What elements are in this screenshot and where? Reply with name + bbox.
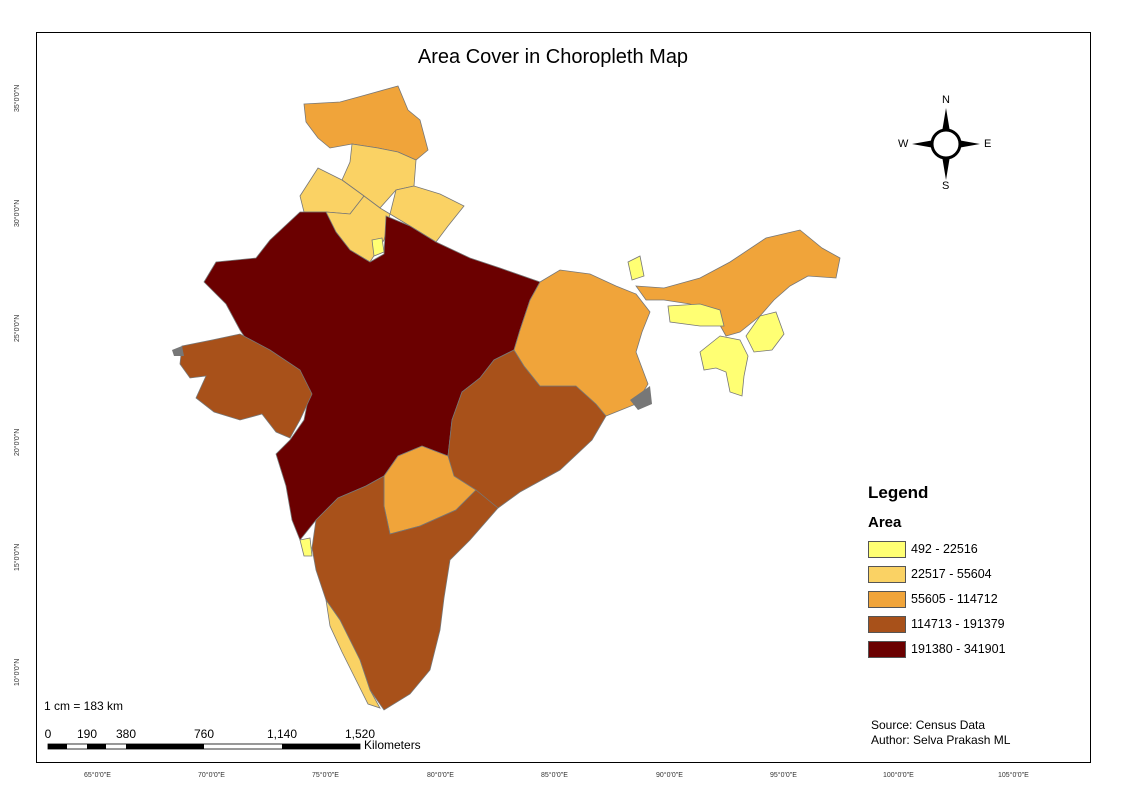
map-title: Area Cover in Choropleth Map xyxy=(417,46,689,68)
scale-label: 380 xyxy=(115,727,137,741)
lon-label: 100°0'0"E xyxy=(883,772,914,779)
legend-item: 191380 - 341901 xyxy=(868,640,1006,658)
legend-swatch xyxy=(868,540,906,558)
legend-title: Legend xyxy=(868,483,929,502)
scale-unit: Kilometers xyxy=(364,738,421,752)
scale-label: 760 xyxy=(193,727,215,741)
region-manipur xyxy=(745,311,785,353)
author-text: Author: Selva Prakash ML xyxy=(871,733,1011,747)
scale-ratio: 1 cm = 183 km xyxy=(44,699,124,713)
lon-label: 75°0'0"E xyxy=(312,772,339,779)
region-northeast xyxy=(635,229,841,337)
legend-swatch xyxy=(868,615,906,633)
lat-label: 25°0'0"N xyxy=(14,314,21,342)
region-delhi xyxy=(371,237,385,257)
lon-label: 105°0'0"E xyxy=(998,772,1029,779)
scale-bar xyxy=(47,743,361,750)
region-goa xyxy=(299,537,313,557)
legend-label: 22517 - 55604 xyxy=(911,567,992,581)
region-meghalaya xyxy=(667,303,725,327)
compass-s-label: S xyxy=(942,180,950,192)
legend-item: 22517 - 55604 xyxy=(868,565,992,583)
legend-item: 114713 - 191379 xyxy=(868,615,1005,633)
lat-label: 20°0'0"N xyxy=(14,428,21,456)
region-kerala xyxy=(325,599,381,709)
lon-label: 95°0'0"E xyxy=(770,772,797,779)
scale-label: 1,520 xyxy=(344,727,376,741)
legend-item: 492 - 22516 xyxy=(868,540,978,558)
region-no-data-2 xyxy=(630,386,652,410)
lon-label: 90°0'0"E xyxy=(656,772,683,779)
legend-swatch xyxy=(868,590,906,608)
compass-n-label: N xyxy=(942,94,950,106)
lon-label: 85°0'0"E xyxy=(541,772,568,779)
lat-label: 10°0'0"N xyxy=(14,658,21,686)
scale-label: 190 xyxy=(76,727,98,741)
legend-swatch xyxy=(868,565,906,583)
legend-label: 114713 - 191379 xyxy=(911,617,1005,631)
region-mizoram xyxy=(699,335,749,397)
compass-w-label: W xyxy=(898,138,909,150)
lon-label: 65°0'0"E xyxy=(84,772,111,779)
legend-label: 191380 - 341901 xyxy=(911,642,1006,656)
north-arrow xyxy=(912,108,980,180)
lon-label: 80°0'0"E xyxy=(427,772,454,779)
scale-label: 0 xyxy=(44,727,52,741)
legend-field: Area xyxy=(868,514,902,531)
lat-label: 30°0'0"N xyxy=(14,199,21,227)
lat-label: 35°0'0"N xyxy=(14,84,21,112)
legend-label: 492 - 22516 xyxy=(911,542,978,556)
scale-label: 1,140 xyxy=(266,727,298,741)
region-no-data xyxy=(172,346,184,356)
legend-label: 55605 - 114712 xyxy=(911,592,998,606)
region-gujarat xyxy=(179,333,313,439)
credits: Source: Census Data Author: Selva Prakas… xyxy=(871,718,1010,748)
lat-label: 15°0'0"N xyxy=(14,543,21,571)
lon-label: 70°0'0"E xyxy=(198,772,225,779)
region-uttarakhand xyxy=(389,185,465,243)
legend-item: 55605 - 114712 xyxy=(868,590,998,608)
region-sikkim xyxy=(627,255,645,281)
source-text: Source: Census Data xyxy=(871,718,986,732)
compass-e-label: E xyxy=(984,138,992,150)
legend-swatch xyxy=(868,640,906,658)
